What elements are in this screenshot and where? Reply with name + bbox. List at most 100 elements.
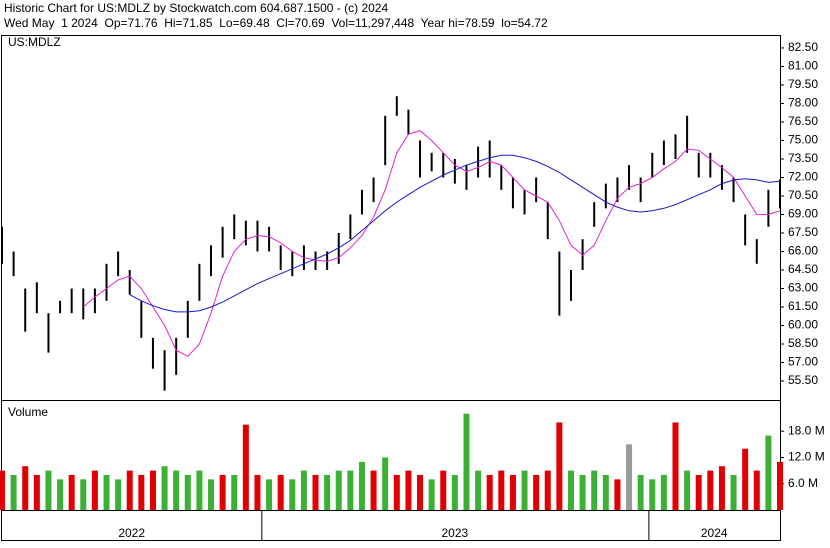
volume-bar bbox=[115, 479, 122, 510]
volume-bar bbox=[695, 474, 702, 510]
volume-bar bbox=[289, 479, 296, 510]
volume-bar bbox=[544, 470, 551, 510]
volume-bar bbox=[672, 422, 679, 510]
volume-bar bbox=[45, 470, 52, 510]
y-tick-label: 79.50 bbox=[788, 77, 818, 91]
y-tick-label: 81.00 bbox=[788, 59, 818, 73]
volume-bar bbox=[300, 470, 307, 510]
volume-bar bbox=[254, 474, 261, 510]
volume-bar bbox=[33, 474, 40, 510]
volume-bar bbox=[649, 479, 656, 510]
volume-bar bbox=[626, 444, 633, 510]
header-line: Wed May 1 2024 Op=71.76 Hi=71.85 Lo=69.4… bbox=[4, 16, 548, 30]
volume-bar bbox=[707, 470, 714, 510]
volume-bar bbox=[149, 470, 156, 510]
y-tick-label: 72.00 bbox=[788, 170, 818, 184]
volume-bar bbox=[161, 466, 168, 510]
volume-bar bbox=[103, 474, 110, 510]
volume-bar bbox=[184, 474, 191, 510]
volume-bar bbox=[393, 474, 400, 510]
volume-bar bbox=[556, 422, 563, 510]
volume-bar bbox=[486, 474, 493, 510]
volume-bar bbox=[509, 474, 516, 510]
volume-bar bbox=[312, 474, 319, 510]
header-line: Historic Chart for US:MDLZ by Stockwatch… bbox=[4, 1, 388, 15]
volume-bar bbox=[602, 474, 609, 510]
volume-bar bbox=[498, 470, 505, 510]
x-tick-label: 2022 bbox=[118, 526, 145, 540]
volume-bar bbox=[463, 413, 470, 510]
volume-bar bbox=[22, 466, 29, 510]
volume-bar bbox=[591, 470, 598, 510]
y-tick-label: 66.00 bbox=[788, 244, 818, 258]
volume-bar bbox=[742, 448, 749, 510]
volume-bar bbox=[475, 470, 482, 510]
y-tick-label: 78.00 bbox=[788, 96, 818, 110]
volume-bar bbox=[684, 470, 691, 510]
volume-bar bbox=[730, 474, 737, 510]
volume-panel-label: Volume bbox=[8, 405, 48, 419]
y-tick-label: 60.00 bbox=[788, 318, 818, 332]
y-tick-label: 55.50 bbox=[788, 373, 818, 387]
y-tick-label: 82.50 bbox=[788, 40, 818, 54]
volume-bar bbox=[91, 470, 98, 510]
volume-bar bbox=[358, 461, 365, 510]
volume-bar bbox=[405, 470, 412, 510]
x-tick-label: 2023 bbox=[442, 526, 469, 540]
volume-bar bbox=[567, 470, 574, 510]
volume-bar bbox=[521, 470, 528, 510]
volume-bar bbox=[335, 470, 342, 510]
price-panel-label: US:MDLZ bbox=[8, 35, 61, 49]
y-tick-label: 64.50 bbox=[788, 262, 818, 276]
volume-bar bbox=[753, 470, 760, 510]
volume-bar bbox=[428, 479, 435, 510]
volume-bar bbox=[10, 474, 17, 510]
volume-bar bbox=[579, 474, 586, 510]
volume-bar bbox=[196, 470, 203, 510]
volume-bar bbox=[451, 474, 458, 510]
volume-bar bbox=[173, 470, 180, 510]
volume-bar bbox=[277, 474, 284, 510]
y-tick-label: 67.50 bbox=[788, 225, 818, 239]
y-tick-label: 58.50 bbox=[788, 336, 818, 350]
volume-bar bbox=[718, 466, 725, 510]
y-tick-label: 69.00 bbox=[788, 207, 818, 221]
y-tick-label: 73.50 bbox=[788, 151, 818, 165]
plot-frame bbox=[1, 35, 781, 541]
volume-bar bbox=[533, 474, 540, 510]
y-tick-label: 75.00 bbox=[788, 133, 818, 147]
volume-bar bbox=[0, 470, 5, 510]
volume-bar bbox=[347, 470, 354, 510]
volume-bar bbox=[370, 470, 377, 510]
y-tick-label: 12.0 M bbox=[788, 450, 825, 464]
y-tick-label: 57.00 bbox=[788, 355, 818, 369]
moving-average bbox=[82, 130, 781, 357]
volume-bar bbox=[57, 479, 64, 510]
y-tick-label: 6.0 M bbox=[788, 476, 818, 490]
volume-bar bbox=[242, 424, 249, 510]
moving-average bbox=[129, 154, 781, 313]
volume-bar bbox=[440, 470, 447, 510]
volume-bar bbox=[765, 435, 772, 510]
y-tick-label: 61.50 bbox=[788, 299, 818, 313]
volume-bar bbox=[138, 474, 145, 510]
volume-bar bbox=[660, 474, 667, 510]
volume-bar bbox=[126, 470, 133, 510]
volume-bar bbox=[219, 474, 226, 510]
y-tick-label: 70.50 bbox=[788, 188, 818, 202]
volume-bar bbox=[208, 479, 215, 510]
volume-bar bbox=[637, 474, 644, 510]
volume-bar bbox=[231, 474, 238, 510]
y-tick-label: 18.0 M bbox=[788, 423, 825, 437]
volume-bar bbox=[614, 479, 621, 510]
volume-bar bbox=[80, 479, 87, 510]
volume-bar bbox=[324, 474, 331, 510]
x-tick-label: 2024 bbox=[701, 526, 728, 540]
volume-bar bbox=[382, 457, 389, 510]
y-tick-label: 63.00 bbox=[788, 281, 818, 295]
volume-bar bbox=[417, 474, 424, 510]
y-tick-label: 76.50 bbox=[788, 114, 818, 128]
volume-bar bbox=[68, 474, 75, 510]
